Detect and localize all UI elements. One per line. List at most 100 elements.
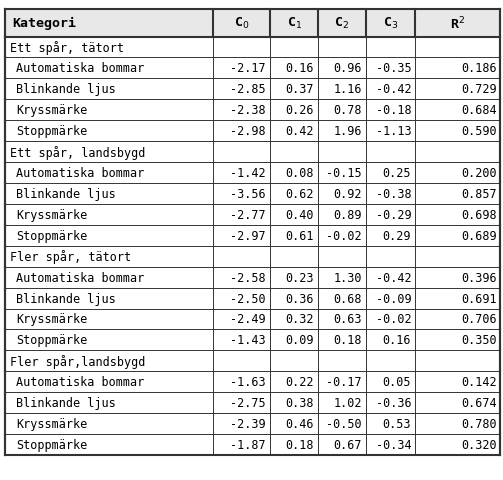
Text: Kryssmärke: Kryssmärke bbox=[16, 104, 88, 117]
Bar bbox=[5, 37, 500, 59]
Text: 0.706: 0.706 bbox=[461, 313, 496, 326]
Text: -1.63: -1.63 bbox=[230, 375, 266, 388]
Bar bbox=[5, 267, 500, 288]
Text: -0.02: -0.02 bbox=[326, 229, 362, 242]
Text: Ett spår, landsbygd: Ett spår, landsbygd bbox=[10, 145, 145, 159]
Text: C$_2$: C$_2$ bbox=[334, 16, 350, 31]
Text: Kategori: Kategori bbox=[13, 17, 76, 30]
Text: -2.58: -2.58 bbox=[230, 271, 266, 284]
Text: -1.87: -1.87 bbox=[230, 438, 266, 451]
Text: Stoppmärke: Stoppmärke bbox=[16, 334, 88, 347]
Text: -0.09: -0.09 bbox=[376, 292, 411, 305]
Text: 0.46: 0.46 bbox=[286, 417, 314, 430]
Text: 0.16: 0.16 bbox=[383, 334, 411, 347]
Text: 0.674: 0.674 bbox=[461, 396, 496, 409]
Text: 0.18: 0.18 bbox=[286, 438, 314, 451]
Text: 0.320: 0.320 bbox=[461, 438, 496, 451]
Text: Blinkande ljus: Blinkande ljus bbox=[16, 396, 116, 409]
Text: 0.40: 0.40 bbox=[286, 208, 314, 221]
Text: -0.29: -0.29 bbox=[376, 208, 411, 221]
Text: Stoppmärke: Stoppmärke bbox=[16, 125, 88, 138]
Text: 0.61: 0.61 bbox=[286, 229, 314, 242]
Text: Stoppmärke: Stoppmärke bbox=[16, 438, 88, 451]
Bar bbox=[5, 183, 500, 204]
Bar bbox=[5, 350, 500, 372]
Text: 1.16: 1.16 bbox=[333, 83, 362, 96]
Text: 0.38: 0.38 bbox=[286, 396, 314, 409]
Text: -1.13: -1.13 bbox=[376, 125, 411, 138]
Text: -2.77: -2.77 bbox=[230, 208, 266, 221]
Text: 0.200: 0.200 bbox=[461, 167, 496, 180]
Bar bbox=[5, 309, 500, 330]
Text: -0.02: -0.02 bbox=[376, 313, 411, 326]
Text: 0.89: 0.89 bbox=[333, 208, 362, 221]
Text: 0.53: 0.53 bbox=[383, 417, 411, 430]
Text: 0.08: 0.08 bbox=[286, 167, 314, 180]
Text: 0.186: 0.186 bbox=[461, 62, 496, 75]
Text: Fler spår, tätort: Fler spår, tätort bbox=[10, 250, 131, 264]
Text: Blinkande ljus: Blinkande ljus bbox=[16, 83, 116, 96]
Text: 1.02: 1.02 bbox=[333, 396, 362, 409]
Text: -0.42: -0.42 bbox=[376, 271, 411, 284]
Text: -1.43: -1.43 bbox=[230, 334, 266, 347]
Text: 0.142: 0.142 bbox=[461, 375, 496, 388]
Text: 0.37: 0.37 bbox=[286, 83, 314, 96]
Text: R$^2$: R$^2$ bbox=[450, 15, 465, 32]
Text: -2.50: -2.50 bbox=[230, 292, 266, 305]
Bar bbox=[5, 100, 500, 121]
Text: 0.42: 0.42 bbox=[286, 125, 314, 138]
Text: C$_0$: C$_0$ bbox=[234, 16, 249, 31]
Text: -2.98: -2.98 bbox=[230, 125, 266, 138]
Text: 0.78: 0.78 bbox=[333, 104, 362, 117]
Text: 0.780: 0.780 bbox=[461, 417, 496, 430]
Text: -0.34: -0.34 bbox=[376, 438, 411, 451]
Text: 0.29: 0.29 bbox=[383, 229, 411, 242]
Text: 0.396: 0.396 bbox=[461, 271, 496, 284]
Text: C$_3$: C$_3$ bbox=[383, 16, 398, 31]
Text: -2.39: -2.39 bbox=[230, 417, 266, 430]
Text: 0.62: 0.62 bbox=[286, 188, 314, 201]
Text: Automatiska bommar: Automatiska bommar bbox=[16, 62, 144, 75]
Text: 0.698: 0.698 bbox=[461, 208, 496, 221]
Text: 0.857: 0.857 bbox=[461, 188, 496, 201]
Text: 0.68: 0.68 bbox=[333, 292, 362, 305]
Text: 0.18: 0.18 bbox=[333, 334, 362, 347]
Text: 0.22: 0.22 bbox=[286, 375, 314, 388]
Bar bbox=[5, 79, 500, 100]
Bar bbox=[5, 10, 500, 37]
Text: 0.350: 0.350 bbox=[461, 334, 496, 347]
Bar bbox=[5, 372, 500, 392]
Text: -2.17: -2.17 bbox=[230, 62, 266, 75]
Text: 0.25: 0.25 bbox=[383, 167, 411, 180]
Bar bbox=[5, 392, 500, 413]
Text: 0.16: 0.16 bbox=[286, 62, 314, 75]
Text: 0.36: 0.36 bbox=[286, 292, 314, 305]
Bar bbox=[5, 225, 500, 246]
Text: -0.50: -0.50 bbox=[326, 417, 362, 430]
Text: -3.56: -3.56 bbox=[230, 188, 266, 201]
Bar bbox=[5, 330, 500, 350]
Text: Kryssmärke: Kryssmärke bbox=[16, 208, 88, 221]
Text: -1.42: -1.42 bbox=[230, 167, 266, 180]
Text: 0.92: 0.92 bbox=[333, 188, 362, 201]
Text: 0.23: 0.23 bbox=[286, 271, 314, 284]
Text: Automatiska bommar: Automatiska bommar bbox=[16, 167, 144, 180]
Text: 0.09: 0.09 bbox=[286, 334, 314, 347]
Bar bbox=[5, 434, 500, 455]
Text: Kryssmärke: Kryssmärke bbox=[16, 417, 88, 430]
Text: -0.36: -0.36 bbox=[376, 396, 411, 409]
Text: 0.05: 0.05 bbox=[383, 375, 411, 388]
Bar bbox=[5, 246, 500, 267]
Text: 0.26: 0.26 bbox=[286, 104, 314, 117]
Text: Blinkande ljus: Blinkande ljus bbox=[16, 188, 116, 201]
Text: 0.684: 0.684 bbox=[461, 104, 496, 117]
Text: Automatiska bommar: Automatiska bommar bbox=[16, 375, 144, 388]
Text: -0.18: -0.18 bbox=[376, 104, 411, 117]
Text: 0.96: 0.96 bbox=[333, 62, 362, 75]
Bar bbox=[5, 204, 500, 225]
Bar bbox=[5, 413, 500, 434]
Text: 1.30: 1.30 bbox=[333, 271, 362, 284]
Text: -0.15: -0.15 bbox=[326, 167, 362, 180]
Text: 1.96: 1.96 bbox=[333, 125, 362, 138]
Text: Automatiska bommar: Automatiska bommar bbox=[16, 271, 144, 284]
